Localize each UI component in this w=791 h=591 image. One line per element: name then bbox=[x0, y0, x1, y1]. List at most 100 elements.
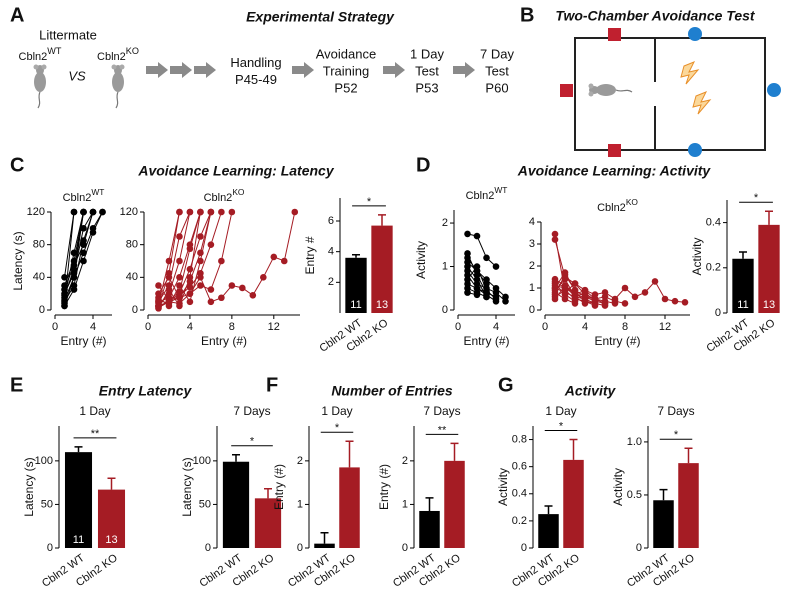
chart-title-base: Cbln2 bbox=[597, 202, 626, 214]
point bbox=[70, 286, 78, 293]
bar bbox=[339, 467, 360, 548]
chart-title-base: Cbln2 bbox=[63, 192, 92, 204]
point bbox=[207, 241, 215, 248]
arrow bbox=[170, 62, 192, 78]
significance-label: * bbox=[250, 436, 255, 448]
step-label: 7 Day bbox=[480, 46, 514, 61]
n-label: 13 bbox=[763, 299, 775, 311]
group-label-sup: WT bbox=[47, 46, 62, 56]
error-bar bbox=[544, 505, 553, 515]
panel-label: F bbox=[266, 374, 278, 396]
y-tick-label: 0 bbox=[39, 304, 45, 316]
n-label: 11 bbox=[73, 534, 84, 546]
point bbox=[89, 225, 97, 232]
y-tick-label: 100 bbox=[193, 455, 211, 467]
y-tick-label: 0.2 bbox=[512, 515, 527, 527]
error-bar bbox=[659, 488, 668, 501]
littermate-label: Littermate bbox=[39, 27, 97, 42]
y-axis-label: Latency (s) bbox=[22, 457, 36, 516]
x-axis-label: Entry (#) bbox=[60, 334, 106, 348]
point bbox=[61, 296, 68, 304]
light-blue bbox=[688, 143, 702, 157]
point bbox=[571, 300, 579, 307]
point bbox=[502, 298, 509, 305]
point bbox=[601, 289, 609, 296]
panel-label: E bbox=[10, 374, 23, 396]
n-label: 13 bbox=[105, 534, 117, 546]
y-tick-label: 4 bbox=[529, 216, 535, 228]
point bbox=[176, 257, 183, 265]
series-line bbox=[64, 211, 75, 278]
point bbox=[464, 258, 471, 266]
panel-label: B bbox=[520, 4, 534, 26]
bar bbox=[254, 498, 282, 548]
point bbox=[186, 208, 194, 216]
step-label: Handling bbox=[230, 55, 281, 70]
light-red bbox=[608, 28, 621, 41]
chart-title: 1 Day bbox=[79, 404, 110, 418]
x-axis-label: Entry (#) bbox=[594, 334, 640, 348]
point bbox=[239, 284, 246, 292]
error-bar bbox=[450, 442, 459, 461]
y-tick-label: 2 bbox=[529, 260, 535, 272]
bar bbox=[678, 463, 699, 548]
point bbox=[464, 267, 471, 275]
point bbox=[571, 289, 579, 296]
bar bbox=[444, 460, 465, 548]
y-tick-label: 0.2 bbox=[706, 262, 721, 274]
chart-title-base: Cbln2 bbox=[466, 190, 495, 202]
error-bar bbox=[569, 438, 578, 460]
y-tick-label: 0.6 bbox=[512, 461, 527, 473]
y-axis-label: Activity bbox=[414, 241, 428, 279]
step-label: P60 bbox=[485, 80, 508, 95]
error-bar bbox=[684, 447, 693, 464]
group-title: Entry Latency bbox=[99, 383, 193, 399]
point bbox=[631, 293, 639, 301]
chart-title: Cbln2KO bbox=[204, 187, 245, 204]
series-line bbox=[64, 211, 94, 290]
y-axis-label: Latency (s) bbox=[180, 457, 194, 516]
y-tick-label: 0.8 bbox=[512, 433, 527, 445]
bar bbox=[758, 224, 780, 313]
series-line bbox=[467, 233, 497, 267]
point bbox=[197, 249, 204, 257]
point bbox=[197, 208, 204, 216]
panel-label: A bbox=[10, 4, 24, 26]
point bbox=[186, 245, 194, 253]
bar bbox=[538, 514, 559, 548]
point bbox=[207, 286, 215, 293]
group-label-base: Cbln2 bbox=[19, 51, 48, 63]
point bbox=[473, 291, 481, 299]
arrow bbox=[453, 62, 475, 78]
y-tick-label: 0 bbox=[715, 307, 721, 319]
strategy-title: Experimental Strategy bbox=[246, 9, 395, 25]
point bbox=[61, 292, 68, 299]
bar bbox=[222, 461, 250, 548]
point bbox=[492, 295, 500, 303]
point bbox=[176, 233, 183, 240]
point bbox=[483, 289, 490, 296]
y-axis-label: Latency (s) bbox=[11, 231, 25, 290]
point bbox=[197, 233, 204, 240]
chart-title-base: Cbln2 bbox=[204, 192, 233, 204]
x-tick-label: 12 bbox=[659, 321, 671, 333]
y-tick-label: 2 bbox=[402, 455, 408, 467]
point bbox=[473, 232, 481, 240]
y-axis-label: Activity bbox=[611, 468, 625, 506]
error-bar bbox=[739, 251, 747, 259]
point bbox=[561, 271, 569, 279]
bar bbox=[64, 452, 93, 548]
bar bbox=[419, 510, 440, 548]
n-label: 11 bbox=[737, 299, 748, 311]
y-tick-label: 0 bbox=[529, 304, 535, 316]
point bbox=[70, 265, 78, 273]
significance-label: * bbox=[674, 429, 679, 441]
point bbox=[581, 291, 589, 298]
y-tick-label: 0 bbox=[442, 304, 448, 316]
significance-label: * bbox=[754, 192, 759, 204]
point bbox=[197, 257, 204, 265]
error-bar bbox=[320, 532, 329, 544]
y-tick-label: 0 bbox=[521, 542, 527, 554]
y-tick-label: 3 bbox=[529, 238, 535, 250]
y-tick-label: 0.5 bbox=[627, 489, 642, 501]
